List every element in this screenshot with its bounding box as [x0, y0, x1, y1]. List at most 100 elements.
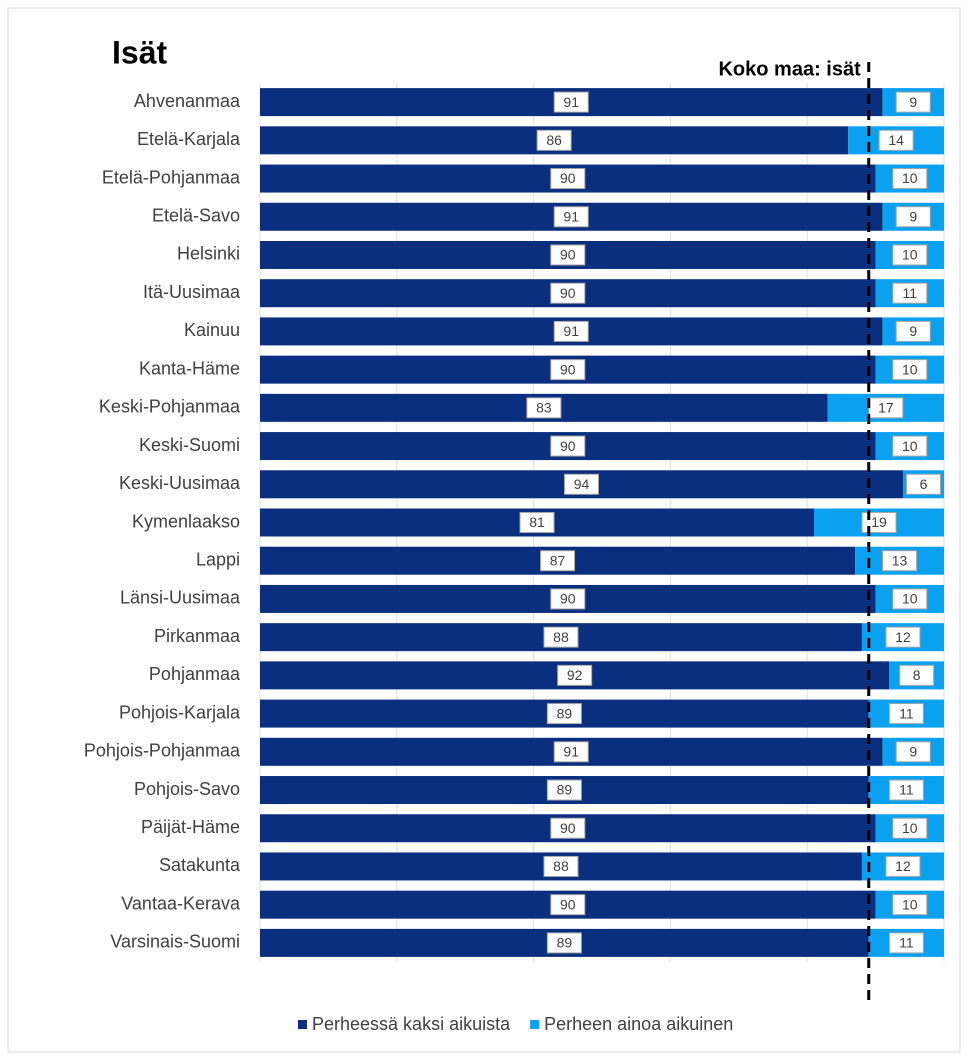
value-label-box — [888, 703, 924, 725]
value-label-box — [543, 855, 579, 877]
value-label: 11 — [903, 285, 918, 301]
value-label-box — [888, 932, 924, 954]
value-label: 11 — [899, 935, 914, 951]
value-label: 9 — [909, 323, 917, 339]
y-tick-label: Varsinais-Suomi — [110, 932, 240, 952]
value-label: 86 — [546, 132, 562, 148]
value-label-box — [895, 320, 931, 342]
value-label: 90 — [560, 438, 576, 454]
value-label: 90 — [560, 591, 576, 607]
y-tick-label: Länsi-Uusimaa — [120, 588, 241, 608]
value-label: 11 — [899, 705, 914, 721]
value-label: 90 — [560, 170, 576, 186]
y-tick-label: Pohjois-Karjala — [119, 702, 241, 722]
y-tick-label: Pirkanmaa — [154, 626, 241, 646]
value-label: 92 — [567, 667, 583, 683]
value-label-box — [895, 91, 931, 113]
chart-title: Isät — [112, 34, 167, 70]
y-tick-label: Vantaa-Kerava — [121, 893, 241, 913]
value-label-box — [905, 473, 941, 495]
value-label-box — [892, 894, 928, 916]
legend-swatch — [298, 1020, 307, 1029]
legend-swatch — [530, 1020, 540, 1029]
value-label: 88 — [553, 629, 569, 645]
value-label-box — [550, 244, 586, 266]
value-label-box — [899, 664, 935, 686]
value-label: 90 — [560, 285, 576, 301]
y-tick-label: Kymenlaakso — [132, 511, 240, 531]
value-label: 10 — [902, 820, 918, 836]
y-tick-label: Kainuu — [184, 320, 240, 340]
value-label: 91 — [563, 744, 579, 760]
value-label: 12 — [895, 858, 911, 874]
y-tick-label: Itä-Uusimaa — [143, 282, 241, 302]
value-label-box — [546, 932, 582, 954]
value-label: 90 — [560, 361, 576, 377]
value-label: 83 — [536, 400, 552, 416]
value-label: 89 — [557, 705, 573, 721]
y-tick-label: Kanta-Häme — [139, 358, 240, 378]
value-label: 14 — [888, 132, 904, 148]
value-label-box — [888, 779, 924, 801]
value-label: 12 — [895, 629, 911, 645]
value-label-box — [546, 703, 582, 725]
y-tick-label: Keski-Uusimaa — [119, 473, 241, 493]
value-label-box — [557, 664, 593, 686]
value-label-box — [550, 435, 586, 457]
y-tick-label: Lappi — [196, 549, 240, 569]
value-label: 91 — [563, 323, 579, 339]
value-label-box — [892, 244, 928, 266]
value-label-box — [543, 626, 579, 648]
value-label-box — [882, 550, 918, 572]
value-label-box — [885, 626, 921, 648]
value-label: 10 — [902, 170, 918, 186]
value-label-box — [895, 741, 931, 763]
value-label-box — [550, 168, 586, 190]
y-tick-label: Keski-Suomi — [139, 435, 240, 455]
y-tick-label: Etelä-Savo — [152, 206, 240, 226]
value-label: 13 — [892, 552, 908, 568]
value-label-box — [892, 588, 928, 610]
y-tick-label: Ahvenanmaa — [134, 91, 241, 111]
value-label-box — [550, 588, 586, 610]
value-label-box — [536, 129, 572, 151]
value-label: 17 — [878, 400, 894, 416]
value-label: 90 — [560, 247, 576, 263]
y-tick-label: Satakunta — [159, 855, 241, 875]
value-label: 10 — [902, 591, 918, 607]
y-tick-label: Pohjois-Savo — [134, 779, 240, 799]
y-tick-label: Helsinki — [177, 244, 240, 264]
reference-label: Koko maa: isät — [718, 58, 861, 80]
value-label: 9 — [909, 94, 917, 110]
value-label: 81 — [529, 514, 545, 530]
value-label: 94 — [574, 476, 590, 492]
value-label-box — [550, 817, 586, 839]
y-tick-label: Päijät-Häme — [141, 817, 240, 837]
value-label: 8 — [913, 667, 921, 683]
value-label-box — [861, 512, 897, 533]
value-label: 88 — [553, 858, 569, 874]
value-label: 10 — [902, 896, 918, 912]
y-tick-label: Etelä-Pohjanmaa — [102, 167, 241, 187]
y-tick-label: Pohjanmaa — [149, 664, 241, 684]
value-label: 89 — [557, 935, 573, 951]
value-label-box — [519, 512, 555, 533]
value-label: 9 — [909, 208, 917, 224]
value-label: 11 — [899, 782, 914, 798]
value-label-box — [892, 817, 928, 839]
legend-label: Perheen ainoa aikuinen — [544, 1014, 733, 1034]
value-label-box — [892, 435, 928, 457]
value-label-box — [546, 779, 582, 801]
value-label-box — [885, 855, 921, 877]
value-label-box — [553, 741, 589, 763]
value-label: 6 — [920, 476, 928, 492]
value-label-box — [540, 550, 576, 572]
y-tick-label: Pohjois-Pohjanmaa — [84, 741, 241, 761]
value-label-box — [878, 129, 914, 151]
value-label-box — [550, 359, 586, 381]
value-label: 91 — [563, 208, 579, 224]
value-label: 10 — [902, 361, 918, 377]
y-tick-label: Keski-Pohjanmaa — [99, 397, 241, 417]
value-label-box — [892, 282, 928, 304]
